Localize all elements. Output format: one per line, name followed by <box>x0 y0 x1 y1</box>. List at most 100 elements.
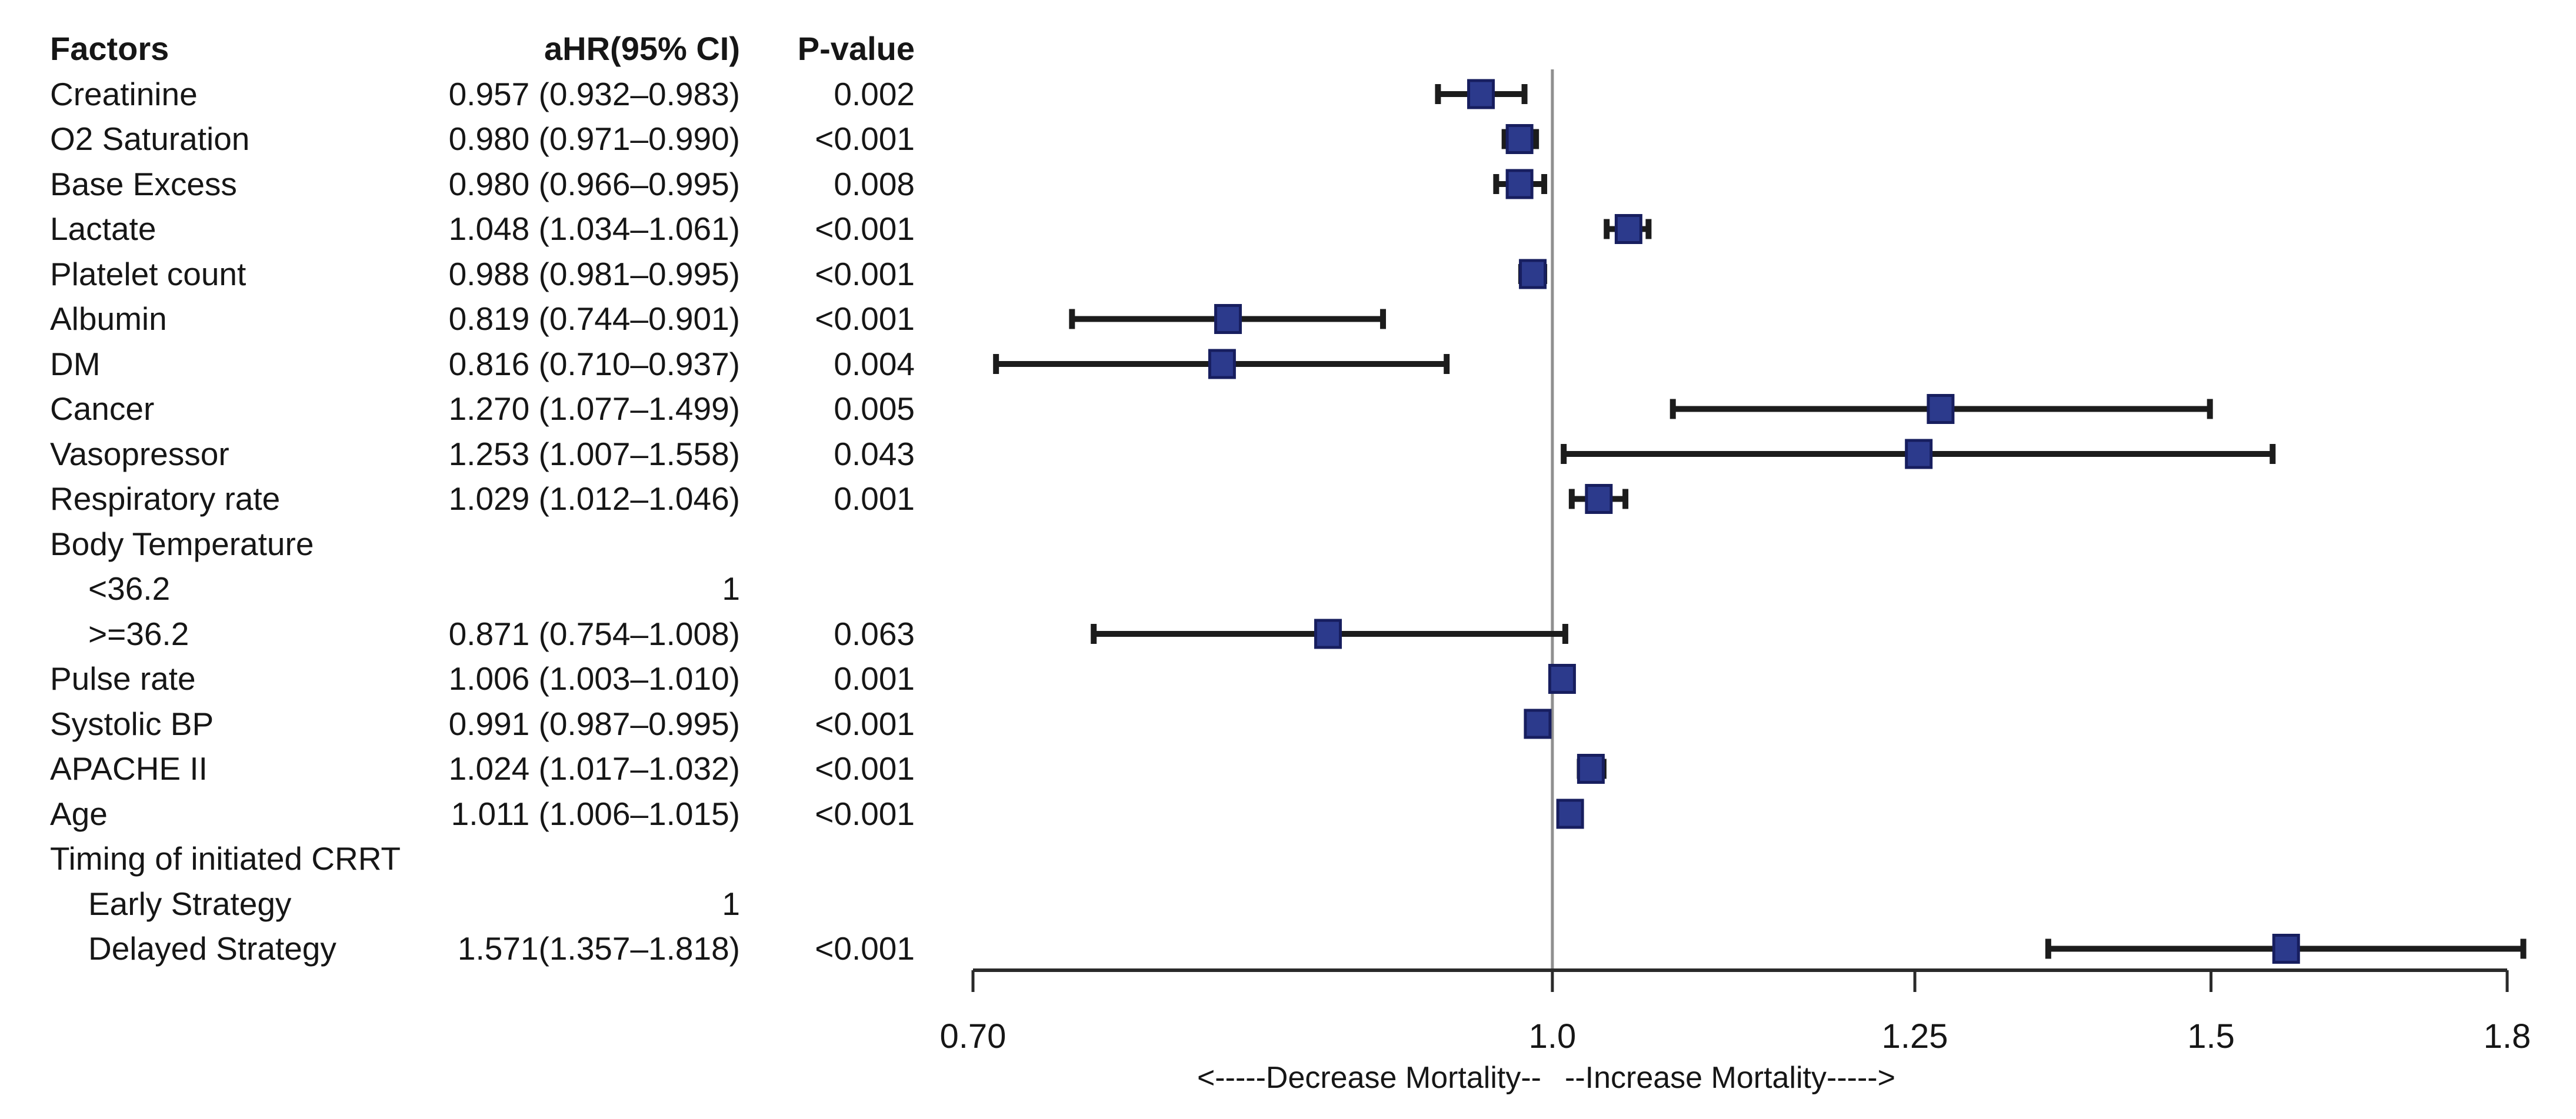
p-value: 0.005 <box>834 390 915 427</box>
table-row: Albumin 0.819 (0.744–0.901) <0.001 <box>0 296 941 342</box>
factor-label: Vasopressor <box>50 435 229 472</box>
ahr-value: 0.980 (0.966–0.995) <box>448 165 740 202</box>
factor-table: Creatinine 0.957 (0.932–0.983) 0.002 O2 Sat… <box>0 0 941 1119</box>
factor-label: Albumin <box>50 300 167 337</box>
ahr-value: 1.571(1.357–1.818) <box>457 930 740 967</box>
ahr-value: 1.029 (1.012–1.046) <box>448 480 740 517</box>
point-marker <box>1314 619 1342 649</box>
point-marker <box>1548 664 1576 694</box>
table-row: Pulse rate 1.006 (1.003–1.010) 0.001 <box>0 656 941 702</box>
p-value: <0.001 <box>815 795 915 832</box>
p-value: <0.001 <box>815 211 915 247</box>
table-row: Timing of initiated CRRT <box>0 836 941 881</box>
ahr-value: 1.006 (1.003–1.010) <box>448 660 740 697</box>
p-value: <0.001 <box>815 121 915 157</box>
axis-direction-label-right: --Increase Mortality-----> <box>1565 1061 1895 1095</box>
p-value: <0.001 <box>815 255 915 292</box>
ahr-value: 0.957 (0.932–0.983) <box>448 75 740 112</box>
point-marker <box>1524 709 1552 739</box>
table-row: Platelet count 0.988 (0.981–0.995) <0.001 <box>0 252 941 297</box>
p-value: <0.001 <box>815 300 915 337</box>
ahr-value: 0.988 (0.981–0.995) <box>448 255 740 292</box>
point-marker <box>1585 484 1613 514</box>
axis-tick-label: 1.0 <box>1529 1017 1577 1055</box>
factor-label: Respiratory rate <box>50 480 281 517</box>
ahr-value: 1.270 (1.077–1.499) <box>448 390 740 427</box>
factor-label: Early Strategy <box>88 885 292 922</box>
table-row: Systolic BP 0.991 (0.987–0.995) <0.001 <box>0 702 941 747</box>
factor-label: DM <box>50 345 101 382</box>
factor-label: Systolic BP <box>50 705 214 742</box>
column-header-factors: Factors <box>50 30 169 67</box>
factor-label: Delayed Strategy <box>88 930 336 967</box>
factor-label: Timing of initiated CRRT <box>50 840 401 877</box>
factor-label: Platelet count <box>50 255 246 292</box>
ahr-value: 1.024 (1.017–1.032) <box>448 750 740 787</box>
table-row: Lactate 1.048 (1.034–1.061) <0.001 <box>0 206 941 252</box>
factor-label: Body Temperature <box>50 525 314 562</box>
factor-label: <36.2 <box>88 570 171 607</box>
ahr-value: 1.011 (1.006–1.015) <box>451 795 740 832</box>
p-value: 0.004 <box>834 345 915 382</box>
p-value: <0.001 <box>815 705 915 742</box>
table-row: O2 Saturation 0.980 (0.971–0.990) <0.001 <box>0 116 941 162</box>
p-value: 0.008 <box>834 165 915 202</box>
factor-label: Base Excess <box>50 165 237 202</box>
p-value: 0.043 <box>834 435 915 472</box>
ahr-value: 1.048 (1.034–1.061) <box>448 211 740 247</box>
table-row: Cancer 1.270 (1.077–1.499) 0.005 <box>0 386 941 432</box>
point-marker <box>1214 304 1242 334</box>
table-row: Creatinine 0.957 (0.932–0.983) 0.002 <box>0 72 941 117</box>
point-marker <box>1577 754 1605 784</box>
p-value: 0.001 <box>834 480 915 517</box>
p-value: 0.001 <box>834 660 915 697</box>
ahr-value: 0.871 (0.754–1.008) <box>448 615 740 652</box>
factor-label: O2 Saturation <box>50 121 250 157</box>
p-value: <0.001 <box>815 930 915 967</box>
point-marker <box>1467 79 1495 109</box>
p-value: 0.002 <box>834 75 915 112</box>
table-row: Early Strategy 1 <box>0 881 941 927</box>
column-header-ahr: aHR(95% CI) <box>544 30 740 67</box>
table-row: DM 0.816 (0.710–0.937) 0.004 <box>0 342 941 387</box>
ahr-value: 0.991 (0.987–0.995) <box>448 705 740 742</box>
factor-label: Creatinine <box>50 75 198 112</box>
factor-label: Lactate <box>50 211 156 247</box>
p-value: 0.063 <box>834 615 915 652</box>
point-marker <box>2272 934 2300 964</box>
table-row: APACHE II 1.024 (1.017–1.032) <0.001 <box>0 746 941 791</box>
point-marker <box>1556 799 1584 829</box>
ahr-value: 1 <box>722 570 740 607</box>
ahr-value: 0.816 (0.710–0.937) <box>448 345 740 382</box>
axis-direction-label-left: <-----Decrease Mortality-- <box>1197 1061 1541 1095</box>
ahr-value: 0.819 (0.744–0.901) <box>448 300 740 337</box>
factor-label: Age <box>50 795 108 832</box>
ahr-value: 1 <box>722 885 740 922</box>
table-row: Body Temperature <box>0 522 941 567</box>
point-marker <box>1208 349 1236 379</box>
point-marker <box>1927 394 1955 424</box>
table-row: Vasopressor 1.253 (1.007–1.558) 0.043 <box>0 432 941 477</box>
axis-tick-label: 1.8 <box>2484 1017 2531 1055</box>
column-header-pvalue: P-value <box>797 30 915 67</box>
ahr-value: 0.980 (0.971–0.990) <box>448 121 740 157</box>
point-marker <box>1505 169 1534 199</box>
point-marker <box>1505 124 1534 154</box>
point-marker <box>1905 439 1933 469</box>
ahr-value: 1.253 (1.007–1.558) <box>448 435 740 472</box>
table-row: <36.2 1 <box>0 566 941 612</box>
table-row: >=36.2 0.871 (0.754–1.008) 0.063 <box>0 612 941 657</box>
factor-label: APACHE II <box>50 750 208 787</box>
point-marker <box>1614 214 1642 244</box>
axis-tick-label: 1.5 <box>2187 1017 2235 1055</box>
point-marker <box>1519 259 1547 289</box>
p-value: <0.001 <box>815 750 915 787</box>
axis-tick-label: 1.25 <box>1882 1017 1948 1055</box>
table-row: Delayed Strategy 1.571(1.357–1.818) <0.001 <box>0 926 941 971</box>
factor-label: >=36.2 <box>88 615 189 652</box>
factor-label: Cancer <box>50 390 155 427</box>
table-row: Age 1.011 (1.006–1.015) <0.001 <box>0 791 941 837</box>
table-row: Respiratory rate 1.029 (1.012–1.046) 0.001 <box>0 476 941 522</box>
